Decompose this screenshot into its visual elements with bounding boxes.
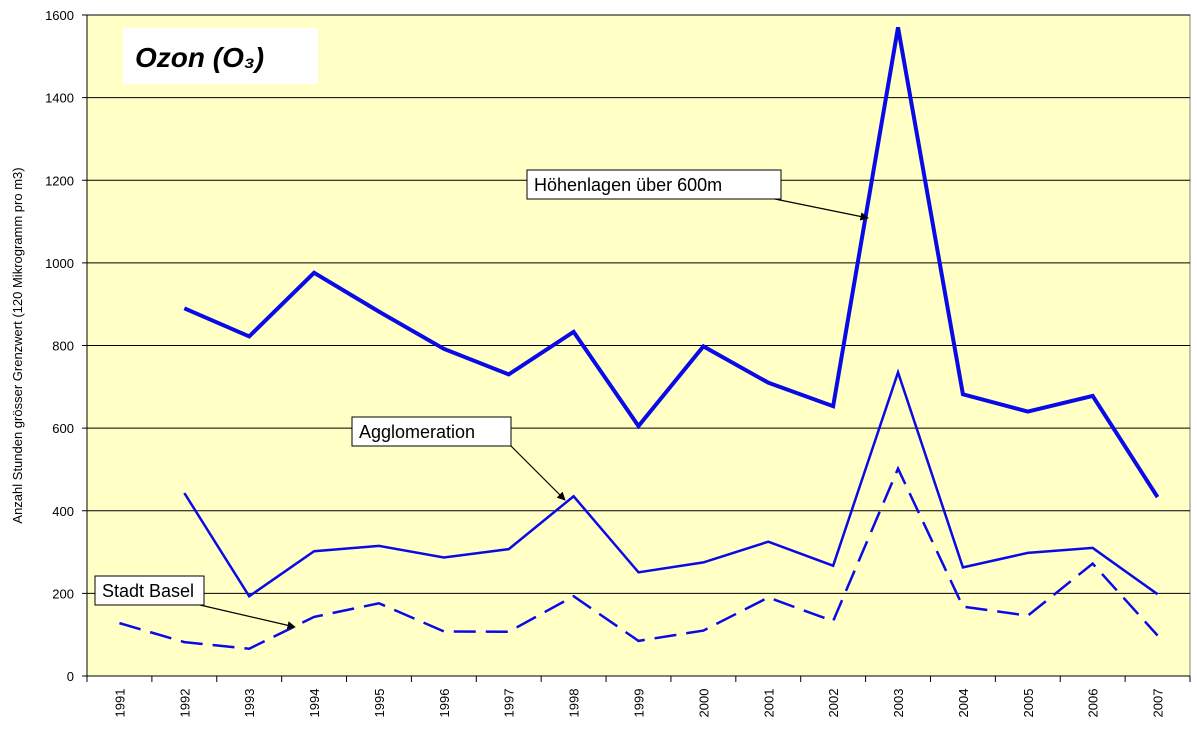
y-tick-label: 400 <box>52 504 74 519</box>
annotation-box <box>351 416 512 447</box>
y-tick-label: 200 <box>52 586 74 601</box>
x-tick-label: 2003 <box>891 689 906 718</box>
y-tick-label: 0 <box>67 669 74 684</box>
y-tick-label: 1400 <box>45 91 74 106</box>
x-tick-label: 2007 <box>1151 689 1166 718</box>
y-tick-label: 1000 <box>45 256 74 271</box>
chart-title: Ozon (O₃) <box>135 42 264 73</box>
x-tick-label: 2000 <box>696 689 711 718</box>
line-series <box>183 368 1159 599</box>
x-tick-label: 2005 <box>1021 689 1036 718</box>
x-tick-label: 2006 <box>1086 689 1101 718</box>
x-tick-label: 2004 <box>956 689 971 718</box>
y-axis-label: Anzahl Stunden grösser Grenzwert (120 Mi… <box>10 167 25 523</box>
annotation-box <box>526 169 782 200</box>
x-tick-label: 1991 <box>112 689 127 718</box>
annotation-arrow <box>199 604 296 630</box>
x-tick-label: 2002 <box>826 689 841 718</box>
legend-label: Höhenlagen über 600m <box>534 175 722 195</box>
legend-label: Stadt Basel <box>102 581 194 601</box>
title-box <box>123 28 318 84</box>
x-tick-label: 2001 <box>761 689 776 718</box>
y-tick-label: 1600 <box>45 8 74 23</box>
x-tick-label: 1995 <box>372 689 387 718</box>
x-tick-label: 1998 <box>567 689 582 718</box>
y-tick-label: 800 <box>52 339 74 354</box>
y-tick-label: 1200 <box>45 173 74 188</box>
x-tick-label: 1996 <box>437 689 452 718</box>
y-tick-label: 600 <box>52 421 74 436</box>
x-tick-label: 1994 <box>307 689 322 718</box>
x-tick-label: 1997 <box>502 689 517 718</box>
line-series <box>183 27 1160 499</box>
x-tick-label: 1992 <box>177 689 192 718</box>
legend-label: Agglomeration <box>359 422 475 442</box>
annotation-box <box>94 575 205 606</box>
annotation-arrow <box>769 197 869 221</box>
x-tick-label: 1999 <box>632 689 647 718</box>
annotation-arrow <box>509 444 566 501</box>
x-tick-label: 1993 <box>242 689 257 718</box>
